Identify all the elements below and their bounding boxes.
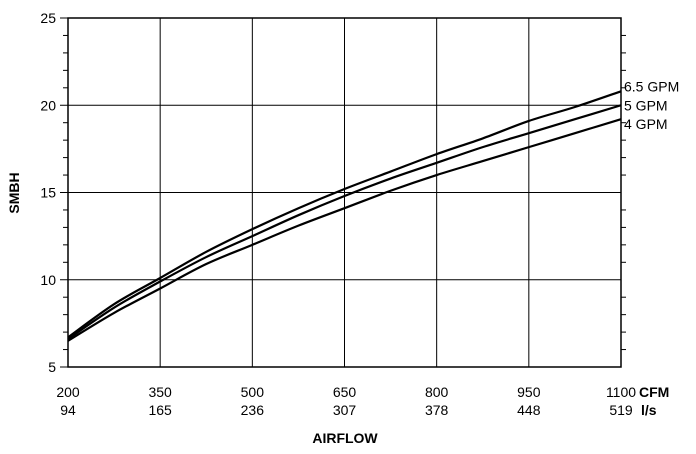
series-line	[67, 104, 622, 340]
y-tick-label: 15	[40, 185, 56, 201]
x-tick-label: 950	[517, 384, 541, 400]
x-tick-label: 500	[241, 384, 265, 400]
series-line	[67, 90, 622, 339]
y-tick-label: 20	[40, 97, 56, 113]
y-axis-title: SMBH	[6, 172, 22, 213]
y-tick-label: 25	[40, 10, 56, 26]
x-tick-label-secondary: 236	[241, 402, 265, 418]
x-axis-title: AIRFLOW	[312, 430, 378, 446]
x-tick-label: 200	[56, 384, 80, 400]
y-tick-label: 5	[48, 359, 56, 375]
grid	[68, 18, 621, 367]
x-tick-label: 1100	[606, 384, 636, 400]
series-lines	[67, 90, 622, 342]
x-unit-primary: CFM	[639, 384, 669, 400]
y-minor-ticks	[60, 17, 626, 368]
x-tick-label: 800	[425, 384, 449, 400]
x-tick-label-secondary: 378	[425, 402, 449, 418]
x-tick-label-secondary: 307	[333, 402, 357, 418]
series-label: 4 GPM	[624, 116, 668, 132]
series-label: 5 GPM	[624, 97, 668, 113]
x-tick-label: 650	[333, 384, 357, 400]
x-tick-label-secondary: 519	[609, 402, 633, 418]
x-tick-label-secondary: 165	[148, 402, 172, 418]
series-line	[67, 118, 622, 342]
tick-labels: 200 94 350 165 500 236 650 307 800 378 950 448 1100 5…	[40, 10, 679, 418]
x-tick-label-secondary: 448	[517, 402, 541, 418]
plot-frame	[67, 17, 622, 368]
series-label: 6.5 GPM	[624, 78, 679, 94]
x-tick-label-secondary: 94	[60, 402, 76, 418]
x-tick-label: 350	[148, 384, 172, 400]
x-unit-secondary: l/s	[641, 402, 657, 418]
y-tick-label: 10	[40, 272, 56, 288]
